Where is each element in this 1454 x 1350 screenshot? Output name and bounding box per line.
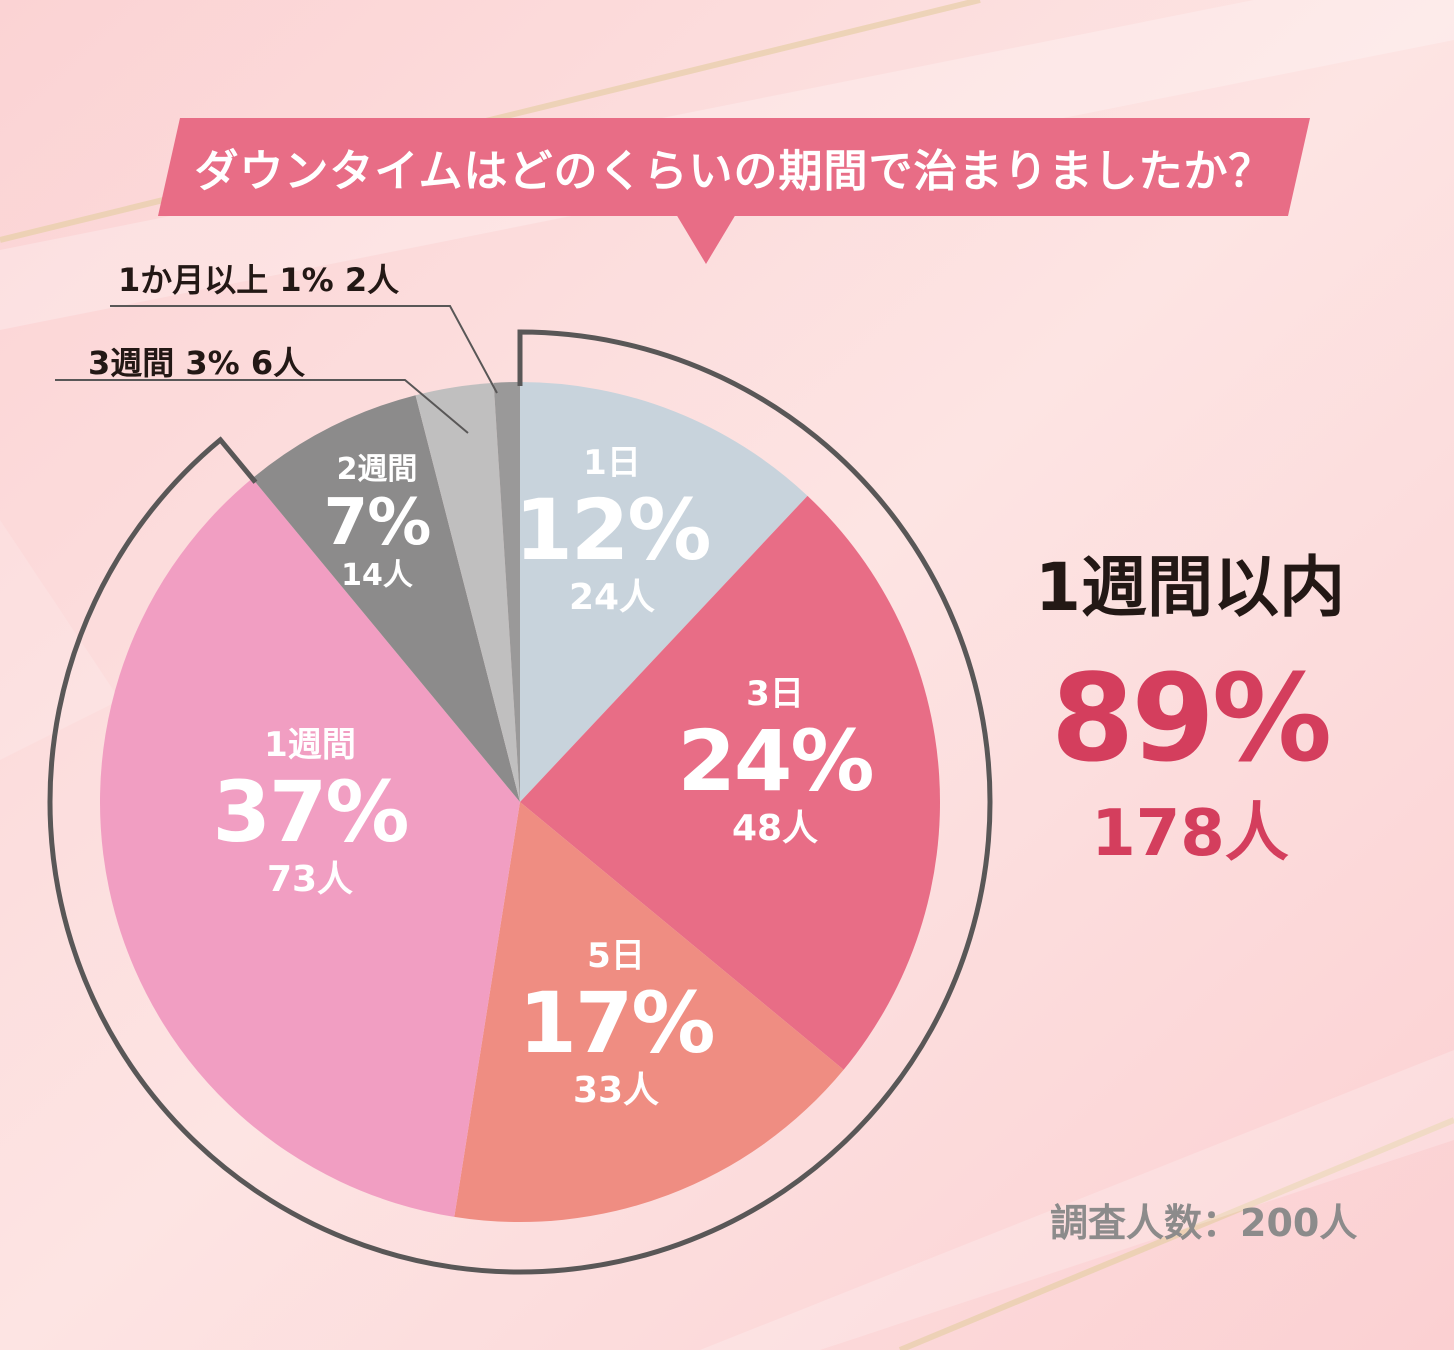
pie-slice-5days — [454, 802, 844, 1223]
callout-leader-1month — [110, 305, 498, 394]
slice-percent: 12% — [514, 481, 711, 579]
pie-slice-3days — [520, 495, 941, 1070]
title-banner — [158, 118, 1310, 216]
slice-name: 5日 — [587, 936, 645, 976]
slice-percent: 7% — [323, 486, 432, 560]
slice-percent: 17% — [518, 974, 715, 1072]
slice-label-1week: 1週間 37% 73人 — [212, 725, 409, 900]
slice-percent: 24% — [677, 712, 874, 810]
slice-count: 24人 — [568, 577, 656, 618]
pie-slice-1day — [520, 382, 808, 802]
slice-name: 1日 — [583, 443, 641, 483]
callout-3weeks: 3週間 3% 6人 — [88, 344, 306, 382]
within-one-week-ring — [47, 329, 993, 1275]
slice-label-3days: 3日 24% 48人 — [677, 674, 874, 849]
callout-leader-3weeks — [55, 379, 469, 434]
title-banner-pointer — [676, 214, 736, 264]
summary-count: 178人 — [1091, 797, 1289, 871]
slice-percent: 37% — [212, 763, 409, 861]
slice-label-1day: 1日 12% 24人 — [514, 443, 711, 618]
slice-name: 1週間 — [264, 725, 356, 765]
chart-title: ダウンタイムはどのくらいの期間で治まりましたか？ — [194, 146, 1274, 197]
pie-slice-3weeks — [415, 382, 520, 802]
survey-size-note: 調査人数：200人 — [1050, 1201, 1358, 1245]
summary-percent: 89% — [1050, 650, 1332, 789]
pie-slice-1month-plus — [493, 382, 520, 802]
slice-count: 73人 — [266, 859, 354, 900]
slice-count: 14人 — [341, 558, 413, 593]
slice-label-2weeks: 2週間 7% 14人 — [323, 452, 432, 593]
slice-name: 2週間 — [336, 452, 418, 487]
slice-label-5days: 5日 17% 33人 — [518, 936, 715, 1111]
callout-1month: 1か月以上 1% 2人 — [118, 261, 400, 299]
slice-count: 33人 — [572, 1070, 660, 1111]
slice-name: 3日 — [746, 674, 804, 714]
summary-title: 1週間以内 — [1035, 549, 1345, 626]
pie-slice-1week — [99, 478, 520, 1217]
pie-slice-2weeks — [252, 395, 520, 802]
slice-count: 48人 — [731, 808, 819, 849]
